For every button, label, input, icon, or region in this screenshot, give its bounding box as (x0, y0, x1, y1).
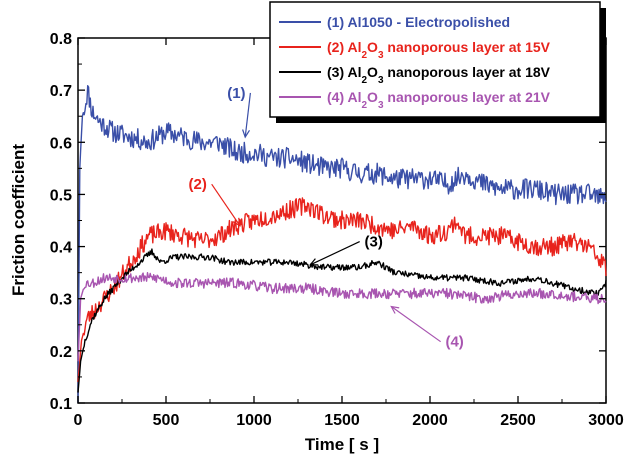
y-tick-label: 0.8 (50, 31, 72, 48)
y-tick-label: 0.1 (50, 396, 72, 413)
legend-box (269, 1, 601, 118)
annotation-arrowhead-1 (242, 129, 251, 139)
annotation-arrow-2 (211, 183, 241, 227)
x-tick-label: 3000 (588, 412, 624, 429)
x-axis-title: Time [ s ] (305, 435, 379, 454)
y-tick-label: 0.4 (50, 240, 72, 257)
x-tick-label: 500 (153, 412, 180, 429)
x-tick-label: 1000 (236, 412, 272, 429)
legend-entries: (1) Al1050 - Electropolished (2) Al2O3 na… (279, 14, 551, 111)
y-tick-label: 0.2 (50, 344, 72, 361)
legend: (1) Al1050 - Electropolished (2) Al2O3 na… (269, 1, 606, 123)
ticks-layer: 0 500 1000 1500 2000 2500 3000 0.1 0.2 0.3 0.4 0.5 0… (50, 31, 624, 429)
series-line-2 (77, 197, 607, 383)
y-tick-label: 0.5 (50, 187, 72, 204)
x-tick-label: 2500 (500, 412, 536, 429)
legend-label-3: (3) Al2O3 nanoporous layer at 18V (327, 64, 551, 86)
x-tick-label: 2000 (412, 412, 448, 429)
annotation-arrowhead-3 (309, 258, 319, 266)
annotation-arrow-3 (310, 241, 360, 266)
annotation-arrow-4 (390, 306, 441, 343)
annotation-arrow-1 (244, 92, 251, 138)
legend-label-2: (2) Al2O3 nanoporous layer at 15V (327, 39, 551, 61)
y-tick-label: 0.3 (50, 292, 72, 309)
annotation-layer: (1) (2) (3) (4) (189, 85, 464, 351)
x-tick-label: 1500 (324, 412, 360, 429)
annotation-label-2: (2) (189, 176, 207, 193)
y-tick-label: 0.6 (50, 135, 72, 152)
series-line-4 (77, 272, 607, 362)
series-line-1 (77, 84, 607, 404)
y-axis-title: Friction coefficient (9, 144, 28, 296)
annotation-label-3: (3) (365, 234, 383, 251)
annotation-arrowhead-2 (232, 217, 241, 227)
x-tick-label: 0 (74, 412, 83, 429)
annotation-label-4: (4) (445, 334, 463, 351)
annotation-label-1: (1) (227, 85, 245, 102)
annotation-arrowhead-4 (390, 305, 400, 314)
y-tick-label: 0.7 (50, 83, 72, 100)
legend-label-4: (4) Al2O3 nanoporous layer at 21V (327, 89, 551, 111)
series-line-3 (77, 248, 607, 393)
series-layer (77, 84, 607, 404)
legend-label-1: (1) Al1050 - Electropolished (327, 14, 510, 30)
